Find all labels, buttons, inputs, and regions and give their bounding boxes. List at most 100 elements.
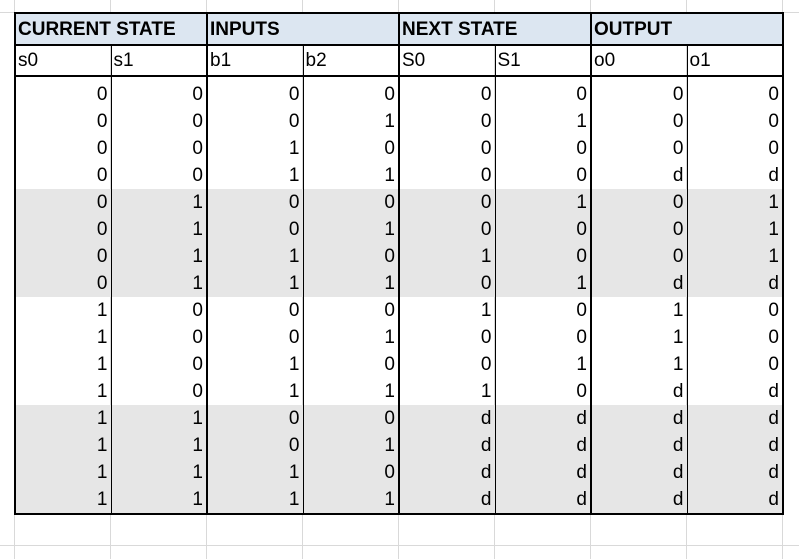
cell-b1[interactable]: 1 [207,459,304,486]
cell-s0[interactable]: 0 [14,189,112,216]
cell-b2[interactable]: 1 [303,108,400,135]
cell-s0[interactable]: 1 [14,486,112,515]
cell-next-s1[interactable]: 0 [495,243,592,270]
cell-b2[interactable]: 0 [303,243,400,270]
cell-next-s1[interactable]: 0 [495,324,592,351]
column-header-s1[interactable]: s1 [111,45,208,77]
cell-next-s0[interactable]: 1 [399,297,496,324]
cell-next-s1[interactable]: 0 [495,216,592,243]
cell-next-s0[interactable]: d [399,486,496,515]
cell-b1[interactable]: 0 [207,432,304,459]
cell-o1[interactable]: 0 [687,108,784,135]
cell-b1[interactable]: 0 [207,405,304,432]
cell-o0[interactable]: d [591,378,688,405]
column-header-o0[interactable]: o0 [591,45,688,77]
column-header-o1[interactable]: o1 [687,45,784,77]
cell-s0[interactable]: 1 [14,378,112,405]
cell-o1[interactable]: 1 [687,189,784,216]
cell-next-s0[interactable]: d [399,405,496,432]
cell-b2[interactable]: 0 [303,405,400,432]
cell-s1[interactable]: 1 [111,189,208,216]
cell-next-s1[interactable]: 0 [495,162,592,189]
cell-b1[interactable]: 0 [207,324,304,351]
cell-s0[interactable]: 1 [14,324,112,351]
cell-next-s0[interactable]: 1 [399,378,496,405]
cell-next-s1[interactable]: 1 [495,108,592,135]
cell-b1[interactable]: 0 [207,76,304,108]
group-header-output[interactable]: OUTPUT [591,12,784,46]
cell-b1[interactable]: 1 [207,351,304,378]
cell-next-s1[interactable]: d [495,459,592,486]
cell-next-s1[interactable]: 1 [495,189,592,216]
cell-o1[interactable]: 0 [687,297,784,324]
cell-next-s1[interactable]: d [495,432,592,459]
cell-o0[interactable]: 0 [591,243,688,270]
cell-s0[interactable]: 0 [14,216,112,243]
cell-b2[interactable]: 1 [303,432,400,459]
cell-next-s0[interactable]: 0 [399,162,496,189]
cell-o1[interactable]: 1 [687,216,784,243]
cell-o1[interactable]: d [687,432,784,459]
cell-s0[interactable]: 1 [14,405,112,432]
cell-o0[interactable]: d [591,486,688,515]
column-header-b1[interactable]: b1 [207,45,304,77]
cell-b1[interactable]: 1 [207,378,304,405]
cell-o1[interactable]: 0 [687,76,784,108]
cell-o0[interactable]: 0 [591,76,688,108]
cell-o0[interactable]: d [591,432,688,459]
cell-s1[interactable]: 1 [111,243,208,270]
cell-o1[interactable]: d [687,378,784,405]
cell-o0[interactable]: d [591,162,688,189]
cell-b1[interactable]: 1 [207,270,304,297]
cell-next-s1[interactable]: 0 [495,378,592,405]
cell-b2[interactable]: 1 [303,378,400,405]
cell-s1[interactable]: 0 [111,76,208,108]
cell-o0[interactable]: 1 [591,324,688,351]
column-header-next-s1[interactable]: S1 [495,45,592,77]
cell-next-s0[interactable]: 1 [399,243,496,270]
cell-next-s1[interactable]: d [495,486,592,515]
cell-o0[interactable]: 0 [591,108,688,135]
cell-b2[interactable]: 1 [303,162,400,189]
cell-o1[interactable]: d [687,459,784,486]
group-header-next-state[interactable]: NEXT STATE [399,12,592,46]
cell-b1[interactable]: 0 [207,216,304,243]
cell-s1[interactable]: 0 [111,108,208,135]
cell-s0[interactable]: 0 [14,162,112,189]
cell-b2[interactable]: 0 [303,459,400,486]
cell-o1[interactable]: 0 [687,135,784,162]
cell-s1[interactable]: 1 [111,216,208,243]
group-header-current-state[interactable]: CURRENT STATE [14,12,208,46]
cell-o0[interactable]: 0 [591,189,688,216]
column-header-s0[interactable]: s0 [14,45,112,77]
cell-b2[interactable]: 0 [303,189,400,216]
cell-s1[interactable]: 0 [111,378,208,405]
cell-o1[interactable]: d [687,162,784,189]
cell-s0[interactable]: 0 [14,108,112,135]
cell-s1[interactable]: 1 [111,459,208,486]
cell-b1[interactable]: 1 [207,135,304,162]
cell-b2[interactable]: 1 [303,486,400,515]
cell-next-s0[interactable]: 0 [399,216,496,243]
cell-next-s1[interactable]: 0 [495,135,592,162]
cell-o0[interactable]: 0 [591,216,688,243]
cell-o0[interactable]: d [591,405,688,432]
cell-s1[interactable]: 0 [111,162,208,189]
cell-next-s1[interactable]: 1 [495,270,592,297]
cell-b1[interactable]: 0 [207,189,304,216]
cell-s1[interactable]: 1 [111,486,208,515]
cell-b2[interactable]: 0 [303,76,400,108]
cell-s0[interactable]: 1 [14,297,112,324]
column-header-b2[interactable]: b2 [303,45,400,77]
cell-b1[interactable]: 0 [207,108,304,135]
cell-o0[interactable]: 0 [591,135,688,162]
cell-s0[interactable]: 0 [14,76,112,108]
cell-b2[interactable]: 0 [303,135,400,162]
cell-b2[interactable]: 0 [303,351,400,378]
cell-s0[interactable]: 1 [14,432,112,459]
cell-next-s1[interactable]: 1 [495,351,592,378]
cell-b1[interactable]: 1 [207,243,304,270]
cell-o1[interactable]: 0 [687,351,784,378]
cell-s1[interactable]: 1 [111,432,208,459]
